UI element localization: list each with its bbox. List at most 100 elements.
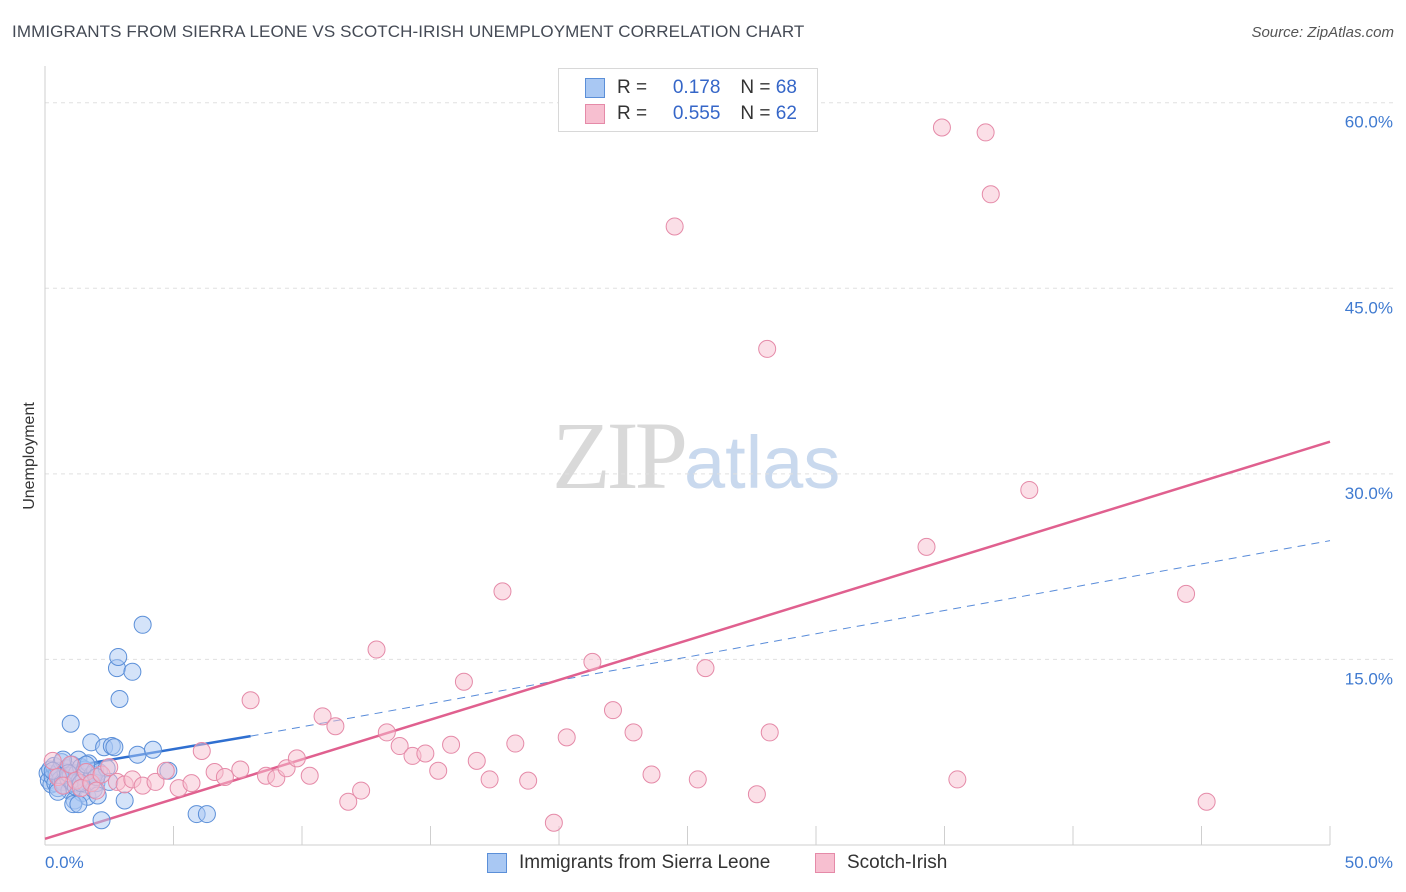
data-point-scotch-irish (231, 760, 250, 779)
data-point-sierra-leone (115, 791, 134, 810)
data-point-scotch-irish (1197, 792, 1216, 811)
legend-swatch-scotch-irish (585, 104, 605, 124)
data-point-scotch-irish (215, 767, 234, 786)
watermark-zip: ZIP (552, 402, 688, 509)
data-point-scotch-irish (352, 781, 371, 800)
legend-n-label: N = (740, 103, 771, 124)
legend-r-label: R = (617, 77, 648, 98)
data-point-scotch-irish (367, 640, 386, 659)
data-point-sierra-leone (92, 811, 111, 830)
series-sierra-leone-points (38, 615, 216, 830)
data-point-scotch-irish (467, 751, 486, 770)
data-point-scotch-irish (480, 770, 499, 789)
y-tick-label: 60.0% (1345, 113, 1393, 132)
watermark: ZIPatlas (552, 400, 840, 511)
data-point-scotch-irish (624, 723, 643, 742)
data-point-scotch-irish (313, 707, 332, 726)
legend-swatch-sierra-leone (585, 78, 605, 98)
data-point-scotch-irish (760, 723, 779, 742)
x-tick-label: 0.0% (45, 853, 84, 872)
data-point-sierra-leone (61, 714, 80, 733)
data-point-sierra-leone (69, 795, 88, 814)
legend-swatch-sierra-leone (487, 853, 507, 873)
data-point-scotch-irish (416, 744, 435, 763)
axes (44, 66, 1331, 846)
data-point-scotch-irish (665, 217, 684, 236)
data-point-scotch-irish (1020, 480, 1039, 499)
legend-row-sierra-leone: R = 0.178 N = 68 (585, 76, 797, 100)
data-point-scotch-irish (642, 765, 661, 784)
legend-row-scotch-irish: R = 0.555 N = 62 (585, 102, 797, 126)
data-point-scotch-irish (758, 339, 777, 358)
data-point-scotch-irish (696, 659, 715, 678)
data-point-scotch-irish (493, 582, 512, 601)
y-tick-label: 30.0% (1345, 484, 1393, 503)
legend-n-label: N = (740, 77, 771, 98)
data-point-scotch-irish (61, 755, 80, 774)
data-point-scotch-irish (1177, 584, 1196, 603)
data-point-scotch-irish (87, 781, 106, 800)
legend-label-sierra-leone: Immigrants from Sierra Leone (519, 852, 771, 873)
data-point-scotch-irish (300, 766, 319, 785)
data-point-sierra-leone (109, 647, 128, 666)
data-point-scotch-irish (557, 728, 576, 747)
data-point-sierra-leone (133, 615, 152, 634)
data-point-scotch-irish (43, 751, 62, 770)
data-point-sierra-leone (110, 690, 129, 709)
data-point-sierra-leone (123, 662, 142, 681)
legend-item-sierra-leone[interactable]: Immigrants from Sierra Leone (487, 852, 770, 874)
data-point-scotch-irish (981, 185, 1000, 204)
data-point-scotch-irish (948, 770, 967, 789)
data-point-scotch-irish (442, 735, 461, 754)
data-point-sierra-leone (143, 740, 162, 759)
data-point-scotch-irish (377, 723, 396, 742)
legend-n-value: 68 (775, 77, 797, 98)
watermark-atlas: atlas (684, 421, 841, 504)
source-label: Source: ZipAtlas.com (1251, 24, 1394, 41)
trend-lines (44, 440, 1331, 841)
data-point-sierra-leone (105, 738, 124, 757)
legend-r-value: 0.555 (672, 103, 721, 124)
data-point-scotch-irish (429, 761, 448, 780)
data-point-scotch-irish (326, 717, 345, 736)
y-tick-label: 45.0% (1345, 298, 1393, 317)
grid-lines (45, 102, 1395, 660)
data-point-scotch-irish (182, 774, 201, 793)
data-point-scotch-irish (506, 734, 525, 753)
tick-labels: 15.0% 30.0% 45.0% 60.0% 0.0% 50.0% (45, 113, 1393, 872)
data-point-scotch-irish (390, 737, 409, 756)
data-point-scotch-irish (146, 772, 165, 791)
series-scotch-irish-points (43, 118, 1216, 832)
data-point-scotch-irish (932, 118, 951, 137)
data-point-sierra-leone (197, 805, 216, 824)
y-tick-label: 15.0% (1345, 669, 1393, 688)
data-point-scotch-irish (241, 691, 260, 710)
data-point-scotch-irish (583, 652, 602, 671)
data-point-scotch-irish (519, 771, 538, 790)
data-point-scotch-irish (544, 813, 563, 832)
data-point-scotch-irish (688, 770, 707, 789)
legend-label-scotch-irish: Scotch-Irish (847, 852, 948, 873)
data-point-scotch-irish (917, 537, 936, 556)
data-point-scotch-irish (454, 672, 473, 691)
data-point-scotch-irish (603, 701, 622, 720)
chart-title: IMMIGRANTS FROM SIERRA LEONE VS SCOTCH-I… (12, 22, 805, 41)
data-point-scotch-irish (747, 785, 766, 804)
data-point-sierra-leone (128, 745, 147, 764)
data-point-scotch-irish (156, 761, 175, 780)
legend-r-value: 0.178 (672, 77, 721, 98)
data-point-scotch-irish (100, 758, 119, 777)
trend-line-scotch-irish (44, 440, 1331, 841)
data-point-scotch-irish (192, 741, 211, 760)
legend-item-scotch-irish[interactable]: Scotch-Irish (815, 852, 947, 874)
legend-r-label: R = (617, 103, 648, 124)
correlation-legend: R = 0.178 N = 68 R = 0.555 N = 62 (558, 68, 818, 132)
data-point-scotch-irish (287, 749, 306, 768)
x-tick-label: 50.0% (1345, 853, 1393, 872)
y-axis-title: Unemployment (21, 402, 38, 510)
data-point-scotch-irish (976, 123, 995, 142)
series-legend: Immigrants from Sierra Leone Scotch-Iris… (0, 852, 1406, 878)
legend-swatch-scotch-irish (815, 853, 835, 873)
data-point-scotch-irish (339, 792, 358, 811)
